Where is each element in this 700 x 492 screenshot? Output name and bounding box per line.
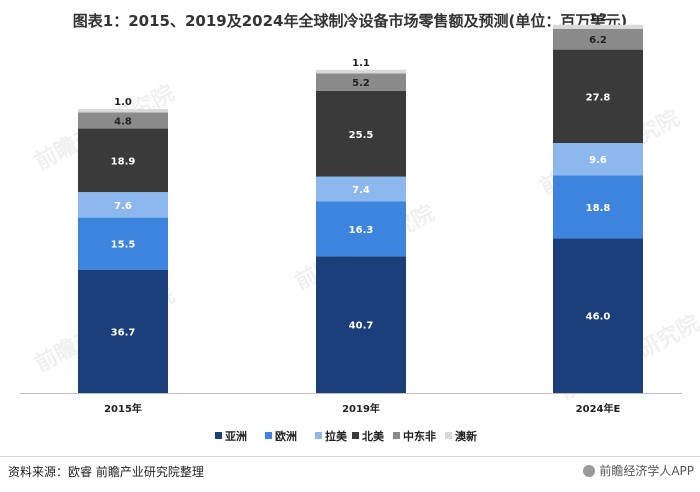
footer-divider bbox=[0, 456, 700, 457]
data-label: 1.1 bbox=[352, 58, 370, 69]
bar-segment bbox=[78, 269, 168, 393]
legend-label: 欧洲 bbox=[275, 429, 297, 443]
legend-swatch bbox=[265, 432, 272, 439]
bar-segment bbox=[316, 256, 406, 393]
bar-segment bbox=[316, 73, 406, 91]
legend-swatch bbox=[352, 432, 359, 439]
bar-segment bbox=[78, 192, 168, 218]
data-label: 15.5 bbox=[111, 240, 136, 251]
legend-swatch bbox=[215, 432, 222, 439]
bar-segment bbox=[553, 238, 643, 393]
bar-segment bbox=[553, 143, 643, 176]
bar-segment bbox=[553, 49, 643, 144]
data-label: 4.8 bbox=[114, 117, 132, 128]
bar-segment bbox=[78, 109, 168, 113]
chart-title: 图表1：2015、2019及2024年全球制冷设备市场零售额及预测(单位：百万美… bbox=[72, 12, 628, 30]
app-badge: 前瞻经济学人APP bbox=[583, 462, 694, 479]
data-label: 7.4 bbox=[352, 185, 370, 196]
bar-segment bbox=[316, 69, 406, 74]
legend-label: 澳新 bbox=[455, 429, 477, 443]
data-label: 18.8 bbox=[586, 203, 611, 214]
bar-segment bbox=[553, 24, 643, 29]
bar-segment bbox=[316, 201, 406, 257]
legend-label: 中东非 bbox=[403, 429, 436, 443]
data-label: 1.2 bbox=[589, 13, 607, 24]
data-label: 25.5 bbox=[349, 130, 374, 141]
app-badge-label: 前瞻经济学人APP bbox=[599, 464, 694, 478]
bar-segment bbox=[553, 175, 643, 239]
data-label: 18.9 bbox=[111, 156, 136, 167]
data-label: 27.8 bbox=[586, 92, 611, 103]
data-label: 16.3 bbox=[349, 225, 374, 236]
source-note: 资料来源：欧睿 前瞻产业研究院整理 bbox=[8, 465, 204, 479]
data-label: 6.2 bbox=[589, 35, 607, 46]
legend-swatch bbox=[445, 432, 452, 439]
x-tick-label: 2019年 bbox=[342, 402, 380, 415]
data-label: 5.2 bbox=[352, 78, 370, 89]
bar-segment bbox=[316, 176, 406, 202]
legend-label: 北美 bbox=[362, 429, 385, 443]
bar-segment bbox=[78, 112, 168, 129]
x-tick-label: 2015年 bbox=[104, 402, 142, 415]
app-logo-icon bbox=[583, 464, 596, 477]
bar-segment bbox=[553, 28, 643, 50]
bar-segment bbox=[78, 128, 168, 193]
data-label: 1.0 bbox=[114, 97, 132, 108]
data-label: 9.6 bbox=[589, 155, 607, 166]
data-label: 36.7 bbox=[111, 327, 136, 338]
bar-segment bbox=[78, 217, 168, 270]
legend-swatch bbox=[315, 432, 322, 439]
legend-label: 拉美 bbox=[325, 429, 348, 443]
bar-segment bbox=[316, 90, 406, 177]
data-label: 46.0 bbox=[586, 312, 611, 323]
data-label: 40.7 bbox=[349, 321, 374, 332]
legend-swatch bbox=[393, 432, 400, 439]
x-tick-label: 2024年E bbox=[576, 402, 621, 415]
legend-label: 亚洲 bbox=[225, 430, 247, 443]
data-label: 7.6 bbox=[114, 201, 132, 212]
